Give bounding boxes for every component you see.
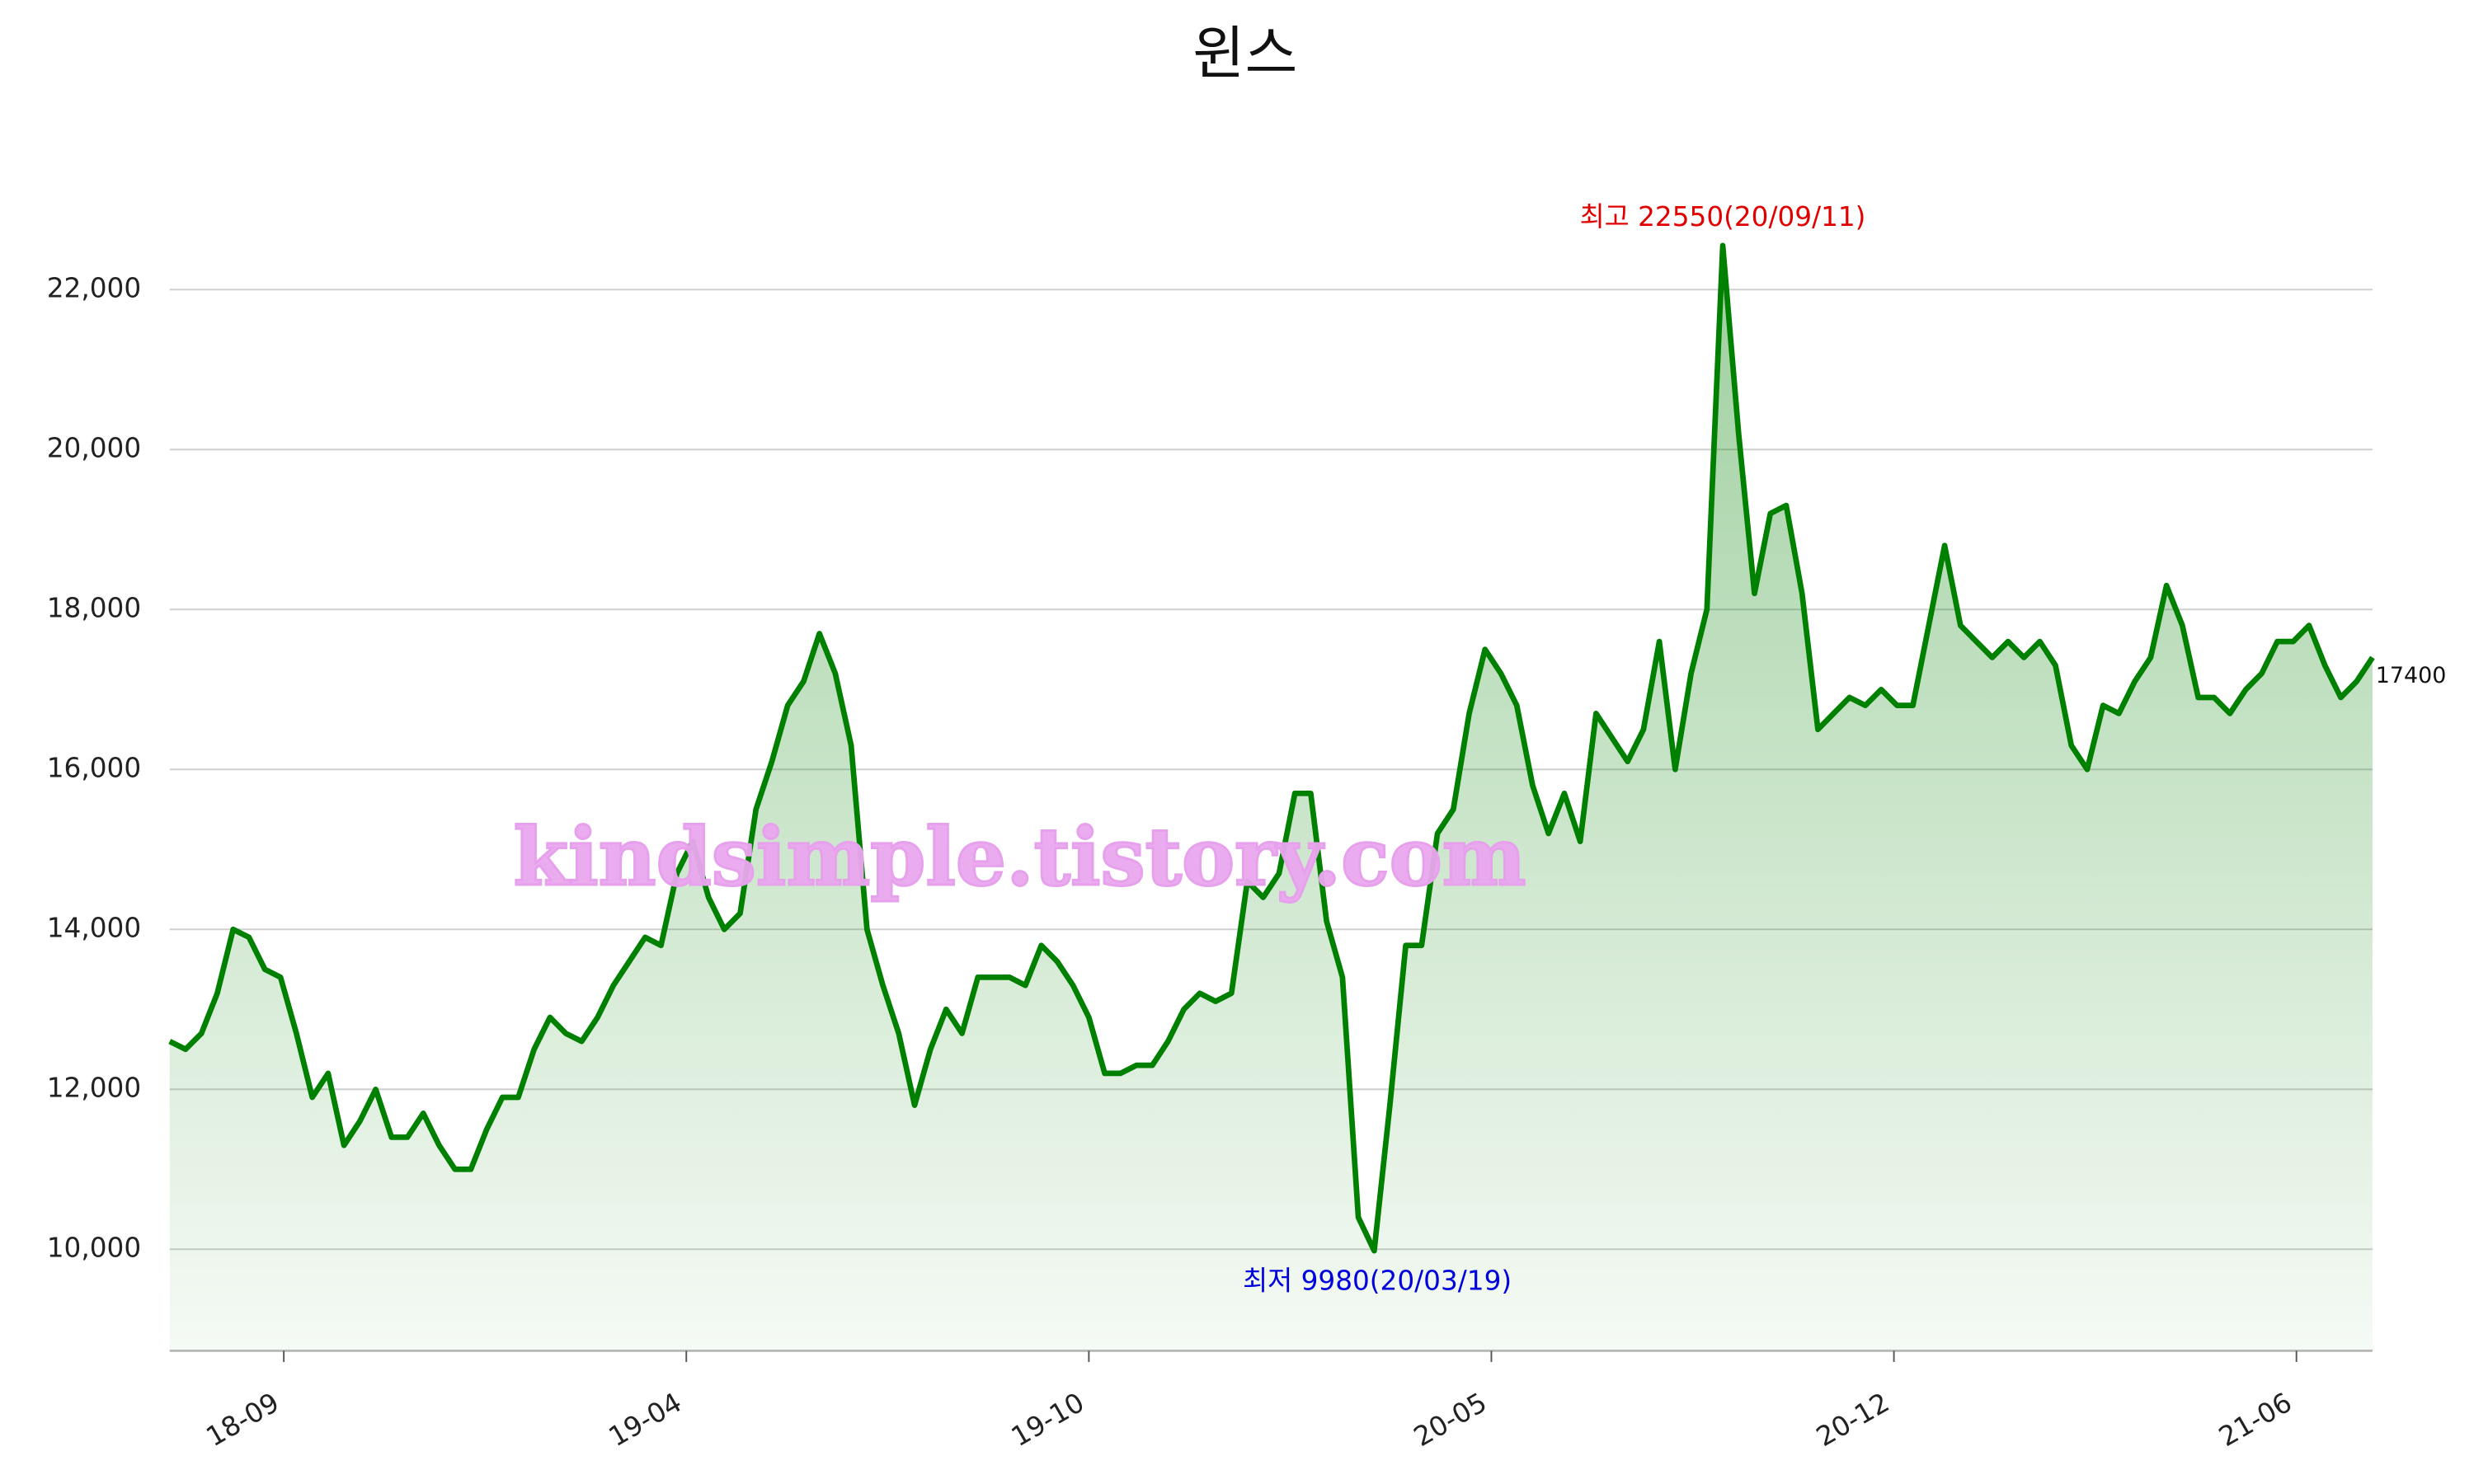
x-tick-label: 20-12 — [1811, 1387, 1894, 1453]
last-value-label: 17400 — [2376, 663, 2447, 688]
min-annotation: 최저 9980(20/03/19) — [1243, 1266, 1512, 1297]
y-tick-label: 14,000 — [47, 912, 141, 943]
line — [168, 242, 2375, 1254]
y-tick-label: 16,000 — [47, 752, 141, 783]
y-tick-label: 18,000 — [47, 592, 141, 623]
y-tick-label: 10,000 — [47, 1232, 141, 1263]
y-tick-label: 22,000 — [47, 272, 141, 303]
x-tick-label: 19-04 — [604, 1387, 687, 1453]
watermark: kindsimple.tistory.com — [514, 810, 1526, 904]
x-tick-label: 20-05 — [1409, 1387, 1492, 1453]
max-annotation: 최고 22550(20/09/11) — [1580, 201, 1866, 232]
y-tick-label: 20,000 — [47, 432, 141, 463]
x-tick-label: 18-09 — [201, 1387, 285, 1453]
x-tick-label: 19-10 — [1006, 1387, 1089, 1453]
y-tick-label: 12,000 — [47, 1072, 141, 1103]
x-tick-label: 21-06 — [2213, 1387, 2297, 1453]
area — [169, 245, 2373, 1351]
chart-title: 윈스 — [1192, 21, 1297, 87]
